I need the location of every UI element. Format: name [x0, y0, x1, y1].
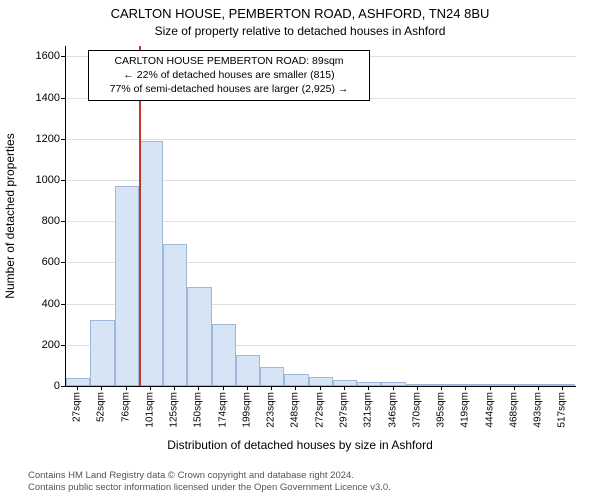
x-tick-mark: [101, 386, 102, 390]
x-tick-mark: [490, 386, 491, 390]
x-axis-label: Distribution of detached houses by size …: [0, 438, 600, 452]
x-tick-mark: [393, 386, 394, 390]
histogram-bar: [187, 287, 211, 386]
y-tick-mark: [61, 345, 65, 346]
histogram-bar: [381, 382, 405, 386]
histogram-bar: [309, 377, 333, 386]
y-tick-mark: [61, 139, 65, 140]
gridline: [66, 139, 576, 140]
annotation-box: CARLTON HOUSE PEMBERTON ROAD: 89sqm ← 22…: [88, 50, 370, 101]
y-tick-mark: [61, 304, 65, 305]
histogram-bar: [236, 355, 260, 386]
y-tick-mark: [61, 221, 65, 222]
histogram-bar: [66, 378, 90, 386]
histogram-bar: [357, 382, 381, 386]
chart-title: CARLTON HOUSE, PEMBERTON ROAD, ASHFORD, …: [0, 6, 600, 21]
y-tick-mark: [61, 262, 65, 263]
footer-attribution: Contains HM Land Registry data © Crown c…: [28, 470, 391, 494]
histogram-bar: [284, 374, 308, 386]
x-tick-label: 493sqm: [533, 392, 544, 428]
y-tick-mark: [61, 56, 65, 57]
x-tick-mark: [538, 386, 539, 390]
histogram-bar: [212, 324, 236, 386]
annotation-line2: ← 22% of detached houses are smaller (81…: [95, 68, 363, 82]
x-tick-mark: [198, 386, 199, 390]
footer-line2: Contains public sector information licen…: [28, 482, 391, 494]
x-tick-label: 517sqm: [557, 392, 568, 428]
x-tick-label: 101sqm: [144, 392, 155, 428]
x-tick-label: 272sqm: [314, 392, 325, 428]
chart-container: CARLTON HOUSE, PEMBERTON ROAD, ASHFORD, …: [0, 0, 600, 500]
y-tick-label: 400: [10, 298, 60, 310]
footer-line1: Contains HM Land Registry data © Crown c…: [28, 470, 391, 482]
x-tick-mark: [562, 386, 563, 390]
x-tick-mark: [514, 386, 515, 390]
x-tick-mark: [465, 386, 466, 390]
y-tick-label: 0: [10, 380, 60, 392]
histogram-bar: [115, 186, 139, 386]
x-tick-label: 199sqm: [241, 392, 252, 428]
x-tick-mark: [247, 386, 248, 390]
histogram-bar: [333, 380, 357, 386]
x-tick-label: 370sqm: [411, 392, 422, 428]
x-tick-label: 395sqm: [436, 392, 447, 428]
y-tick-label: 600: [10, 256, 60, 268]
histogram-bar: [454, 384, 478, 386]
x-tick-mark: [417, 386, 418, 390]
y-tick-mark: [61, 98, 65, 99]
x-tick-mark: [174, 386, 175, 390]
x-tick-mark: [77, 386, 78, 390]
x-tick-label: 468sqm: [508, 392, 519, 428]
x-tick-label: 150sqm: [193, 392, 204, 428]
histogram-bar: [163, 244, 187, 386]
x-tick-label: 297sqm: [339, 392, 350, 428]
x-tick-mark: [441, 386, 442, 390]
y-tick-label: 200: [10, 339, 60, 351]
x-tick-label: 52sqm: [96, 392, 107, 422]
histogram-bar: [551, 384, 575, 386]
x-tick-label: 76sqm: [120, 392, 131, 422]
x-tick-mark: [368, 386, 369, 390]
x-tick-label: 248sqm: [290, 392, 301, 428]
y-tick-mark: [61, 386, 65, 387]
x-tick-label: 419sqm: [460, 392, 471, 428]
x-tick-mark: [150, 386, 151, 390]
y-tick-label: 1600: [10, 50, 60, 62]
x-tick-label: 27sqm: [72, 392, 83, 422]
annotation-line3: 77% of semi-detached houses are larger (…: [95, 82, 363, 96]
x-tick-mark: [126, 386, 127, 390]
histogram-bar: [139, 141, 163, 386]
x-tick-mark: [223, 386, 224, 390]
x-tick-label: 223sqm: [266, 392, 277, 428]
x-tick-label: 174sqm: [217, 392, 228, 428]
chart-subtitle: Size of property relative to detached ho…: [0, 24, 600, 38]
histogram-bar: [90, 320, 114, 386]
histogram-bar: [478, 384, 502, 386]
y-tick-label: 800: [10, 215, 60, 227]
y-tick-label: 1000: [10, 174, 60, 186]
x-tick-label: 444sqm: [484, 392, 495, 428]
y-tick-label: 1200: [10, 133, 60, 145]
x-tick-mark: [271, 386, 272, 390]
histogram-bar: [260, 367, 284, 386]
x-tick-mark: [344, 386, 345, 390]
x-tick-label: 346sqm: [387, 392, 398, 428]
x-tick-mark: [295, 386, 296, 390]
y-tick-label: 1400: [10, 92, 60, 104]
x-tick-mark: [320, 386, 321, 390]
x-tick-label: 125sqm: [169, 392, 180, 428]
annotation-line1: CARLTON HOUSE PEMBERTON ROAD: 89sqm: [95, 54, 363, 68]
x-tick-label: 321sqm: [363, 392, 374, 428]
y-tick-mark: [61, 180, 65, 181]
